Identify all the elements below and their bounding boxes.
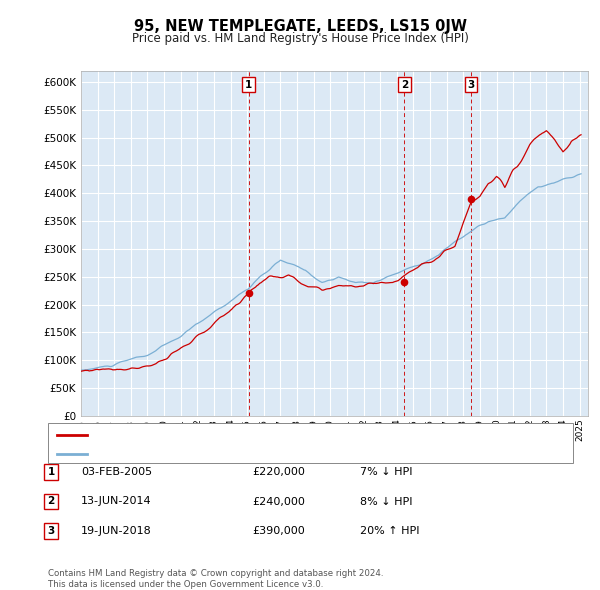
Text: 3: 3 <box>467 80 475 90</box>
Text: 7% ↓ HPI: 7% ↓ HPI <box>360 467 413 477</box>
Text: Price paid vs. HM Land Registry's House Price Index (HPI): Price paid vs. HM Land Registry's House … <box>131 32 469 45</box>
Text: £390,000: £390,000 <box>252 526 305 536</box>
Text: Contains HM Land Registry data © Crown copyright and database right 2024.: Contains HM Land Registry data © Crown c… <box>48 569 383 578</box>
Text: 3: 3 <box>47 526 55 536</box>
Text: 95, NEW TEMPLEGATE, LEEDS, LS15 0JW: 95, NEW TEMPLEGATE, LEEDS, LS15 0JW <box>133 19 467 34</box>
Text: 2: 2 <box>401 80 408 90</box>
Text: 20% ↑ HPI: 20% ↑ HPI <box>360 526 419 536</box>
Text: 8% ↓ HPI: 8% ↓ HPI <box>360 497 413 506</box>
Text: 2: 2 <box>47 497 55 506</box>
Text: 19-JUN-2018: 19-JUN-2018 <box>81 526 152 536</box>
Text: 1: 1 <box>47 467 55 477</box>
Text: £220,000: £220,000 <box>252 467 305 477</box>
Text: 13-JUN-2014: 13-JUN-2014 <box>81 497 152 506</box>
Text: 1: 1 <box>245 80 253 90</box>
Text: HPI: Average price, detached house, Leeds: HPI: Average price, detached house, Leed… <box>92 450 305 460</box>
Text: 03-FEB-2005: 03-FEB-2005 <box>81 467 152 477</box>
Text: This data is licensed under the Open Government Licence v3.0.: This data is licensed under the Open Gov… <box>48 579 323 589</box>
Text: 95, NEW TEMPLEGATE, LEEDS, LS15 0JW (detached house): 95, NEW TEMPLEGATE, LEEDS, LS15 0JW (det… <box>92 430 385 440</box>
Text: £240,000: £240,000 <box>252 497 305 506</box>
